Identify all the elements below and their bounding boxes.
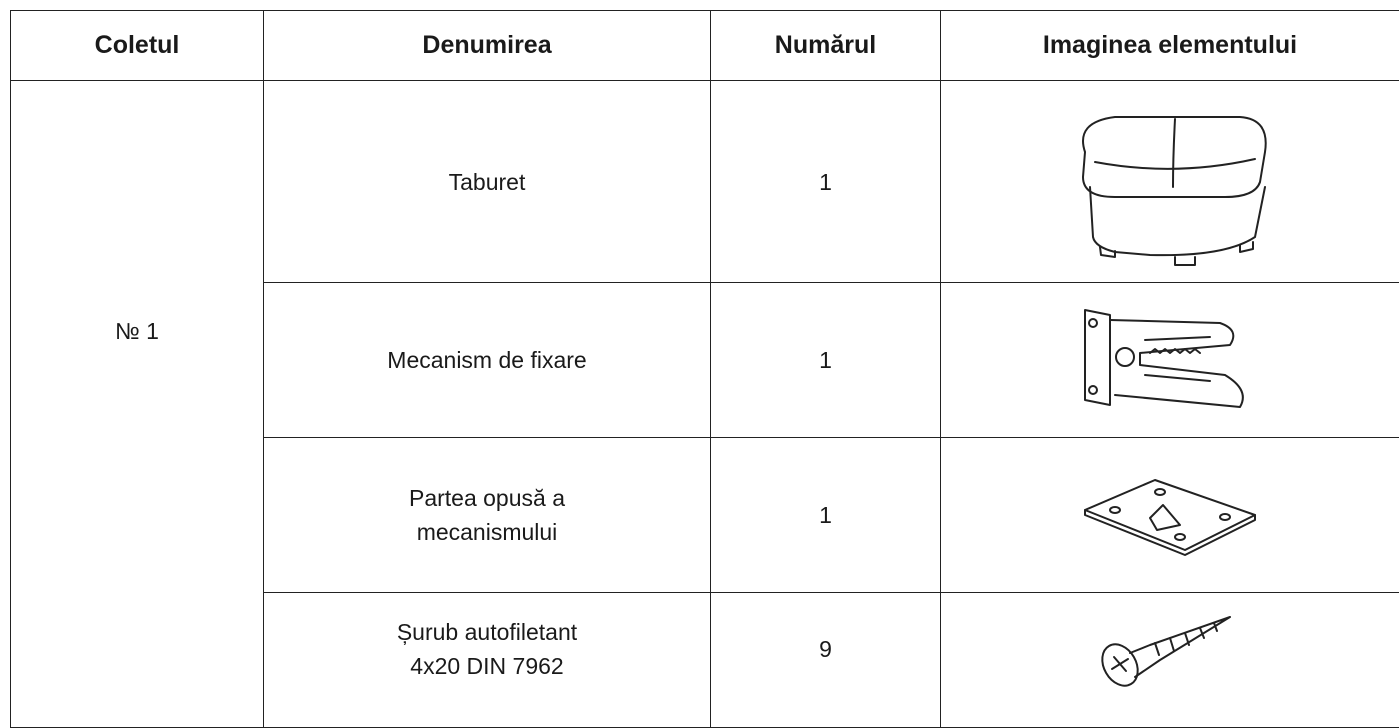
header-cell: Coletul <box>11 11 264 81</box>
count-cell: 1 <box>711 438 941 593</box>
row: № 1 Taburet 1 <box>11 81 1399 283</box>
name-line: 4x20 DIN 7962 <box>264 649 710 683</box>
screw-image <box>1090 605 1250 695</box>
name-line: Taburet <box>264 165 710 199</box>
name-cell: Taburet <box>264 81 711 283</box>
name-line: Partea opusă a <box>264 481 710 515</box>
count-cell: 1 <box>711 81 941 283</box>
mechanism-image <box>1070 295 1270 425</box>
count-cell: 9 <box>711 593 941 728</box>
name-line: mecanismului <box>264 515 710 549</box>
header-cell: Numărul <box>711 11 941 81</box>
name-cell: Șurub autofiletant 4x20 DIN 7962 <box>264 593 711 728</box>
name-cell: Partea opusă a mecanismului <box>264 438 711 593</box>
count-cell: 1 <box>711 283 941 438</box>
image-cell <box>941 81 1399 283</box>
header-cell: Denumirea <box>264 11 711 81</box>
header-cell: Imaginea elementului <box>941 11 1399 81</box>
image-cell <box>941 593 1399 728</box>
name-line: Mecanism de fixare <box>264 343 710 377</box>
name-cell: Mecanism de fixare <box>264 283 711 438</box>
parts-table: Coletul Denumirea Numărul Imaginea eleme… <box>10 10 1399 728</box>
ottoman-image <box>1055 97 1285 267</box>
name-line: Șurub autofiletant <box>264 615 710 649</box>
image-cell <box>941 438 1399 593</box>
header-row: Coletul Denumirea Numărul Imaginea eleme… <box>11 11 1399 81</box>
image-cell <box>941 283 1399 438</box>
package-cell: № 1 <box>11 81 264 728</box>
plate-image <box>1075 470 1265 560</box>
